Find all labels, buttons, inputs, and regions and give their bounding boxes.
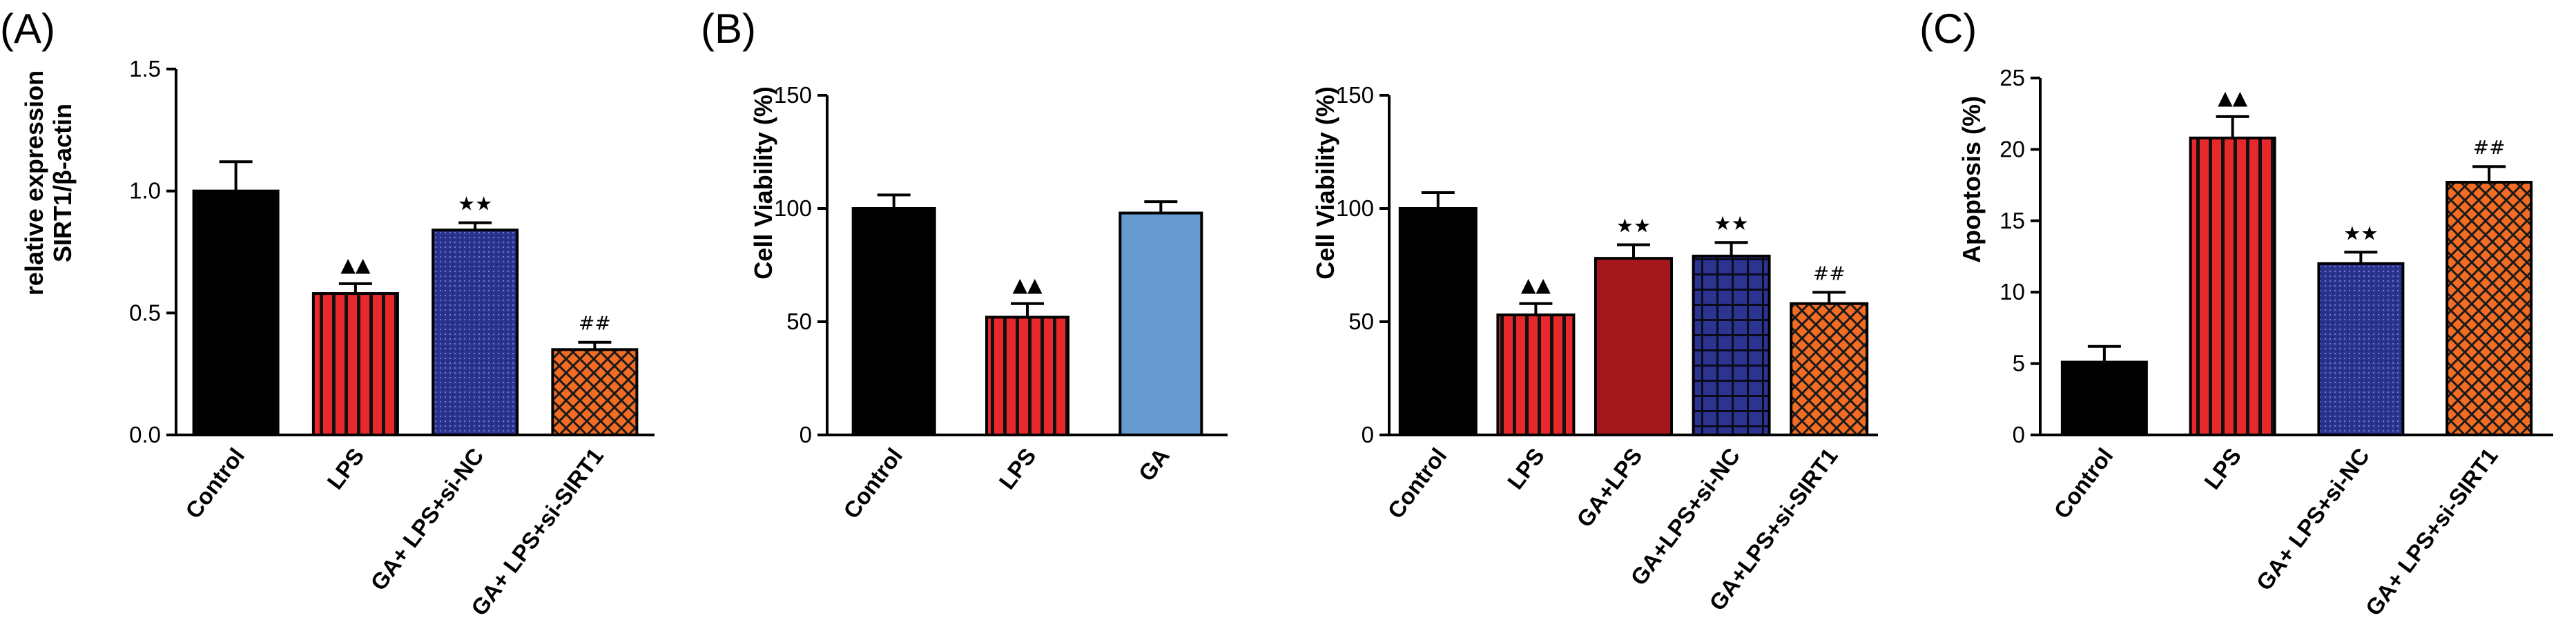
bar-lps <box>2189 136 2276 437</box>
category-label: GA <box>1134 443 1174 486</box>
category-label: GA+ LPS+si-NC <box>365 443 489 595</box>
category-label: GA+ LPS+si-NC <box>2251 443 2374 595</box>
y-tick-label: 1.5 <box>129 56 161 81</box>
category-label: Control <box>180 443 249 523</box>
panel-a-chart: Control ▲▲ LPS ★★ GA+ LPS+si-NC ## GA+ LPS+si-… <box>129 56 655 621</box>
y-tick-label: 100 <box>774 195 812 221</box>
y-tick-label: 0.0 <box>129 422 161 447</box>
panel-label-b: (B) <box>701 6 756 52</box>
significance-mark: ## <box>579 312 611 335</box>
bar-control <box>192 189 280 436</box>
y-tick-label: 150 <box>774 82 812 108</box>
bar-ga-lps-si-sirt1 <box>2446 180 2533 436</box>
category-label: GA+ LPS+si-SIRT1 <box>2361 443 2503 621</box>
significance-mark: ★★ <box>1616 214 1651 237</box>
category-label: LPS <box>994 443 1040 494</box>
y-tick-label: 50 <box>786 309 812 334</box>
panel-c-ylabel: Apoptosis (%) <box>1957 96 1986 263</box>
significance-mark: ## <box>2473 136 2506 159</box>
significance-mark: ★★ <box>2343 222 2378 244</box>
panel-b-chart: Control ▲▲ LPS GA 0 50 100 150 <box>774 82 1228 523</box>
y-tick-label: 10 <box>1999 279 2025 304</box>
panel-a-ylabel-line2: SIRT1/β-actin <box>48 104 77 262</box>
bar-control <box>1398 207 1478 436</box>
category-label: Control <box>2049 443 2118 523</box>
y-tick-label: 15 <box>1999 208 2025 233</box>
category-label: GA+ LPS+si-SIRT1 <box>466 443 608 621</box>
bar-lps <box>985 316 1069 436</box>
significance-mark: ★★ <box>1714 212 1748 235</box>
bar-lps <box>311 292 399 437</box>
bar-control <box>2060 360 2148 436</box>
panel-label-c: (C) <box>1919 6 1977 52</box>
panel-b-ylabel: Cell Viability (%) <box>749 86 777 279</box>
y-tick-label: 0.5 <box>129 300 161 325</box>
significance-mark: ## <box>1813 262 1846 284</box>
category-label: Control <box>838 443 907 523</box>
y-tick-label: 0 <box>1362 422 1374 447</box>
y-tick-label: 20 <box>1999 136 2025 162</box>
y-tick-label: 1.0 <box>129 178 161 204</box>
significance-mark: ▲▲ <box>2218 86 2248 109</box>
bar-ga-lps-si-sirt1 <box>551 348 639 437</box>
category-label: LPS <box>322 443 369 494</box>
panel-b2-chart: Control▲▲LPS★★GA+LPS★★GA+LPS+si-NC##GA+L… <box>1336 82 1878 615</box>
y-tick-label: 100 <box>1336 195 1374 221</box>
y-tick-label: 50 <box>1348 309 1374 334</box>
category-label: LPS <box>2199 443 2246 494</box>
panel-c-chart: Control ▲▲ LPS ★★ GA+ LPS+si-NC ## GA+ LPS+si-… <box>1999 65 2553 621</box>
y-tick-label: 5 <box>2013 351 2025 376</box>
category-label: GA+LPS+si-NC <box>1625 443 1745 590</box>
significance-mark: ▲▲ <box>340 253 371 276</box>
category-label: GA+LPS <box>1571 443 1647 532</box>
bar-ga-lps-si-nc <box>2317 262 2405 436</box>
y-tick-label: 0 <box>2013 422 2025 447</box>
y-tick-label: 25 <box>1999 65 2025 90</box>
panel-b2-ylabel: Cell Viability (%) <box>1311 86 1339 279</box>
bar-ga <box>1118 211 1203 436</box>
bar-ga-lps-si-nc <box>432 229 519 436</box>
bar-lps <box>1496 313 1576 436</box>
y-tick-label: 150 <box>1336 82 1374 108</box>
category-label: Control <box>1382 443 1451 523</box>
bar-ga-lps-si-nc <box>1692 254 1771 436</box>
significance-mark: ▲▲ <box>1521 273 1551 296</box>
significance-mark: ★★ <box>458 193 492 215</box>
bar-ga-lps-si-sirt1 <box>1790 302 1869 437</box>
bar-control <box>851 207 936 436</box>
y-tick-label: 0 <box>800 422 812 447</box>
category-label: LPS <box>1502 443 1549 494</box>
panel-label-a: (A) <box>0 6 55 52</box>
panel-a-ylabel-line1: relative expression <box>20 70 48 295</box>
significance-mark: ▲▲ <box>1012 273 1043 296</box>
bar-ga-lps <box>1594 257 1673 436</box>
